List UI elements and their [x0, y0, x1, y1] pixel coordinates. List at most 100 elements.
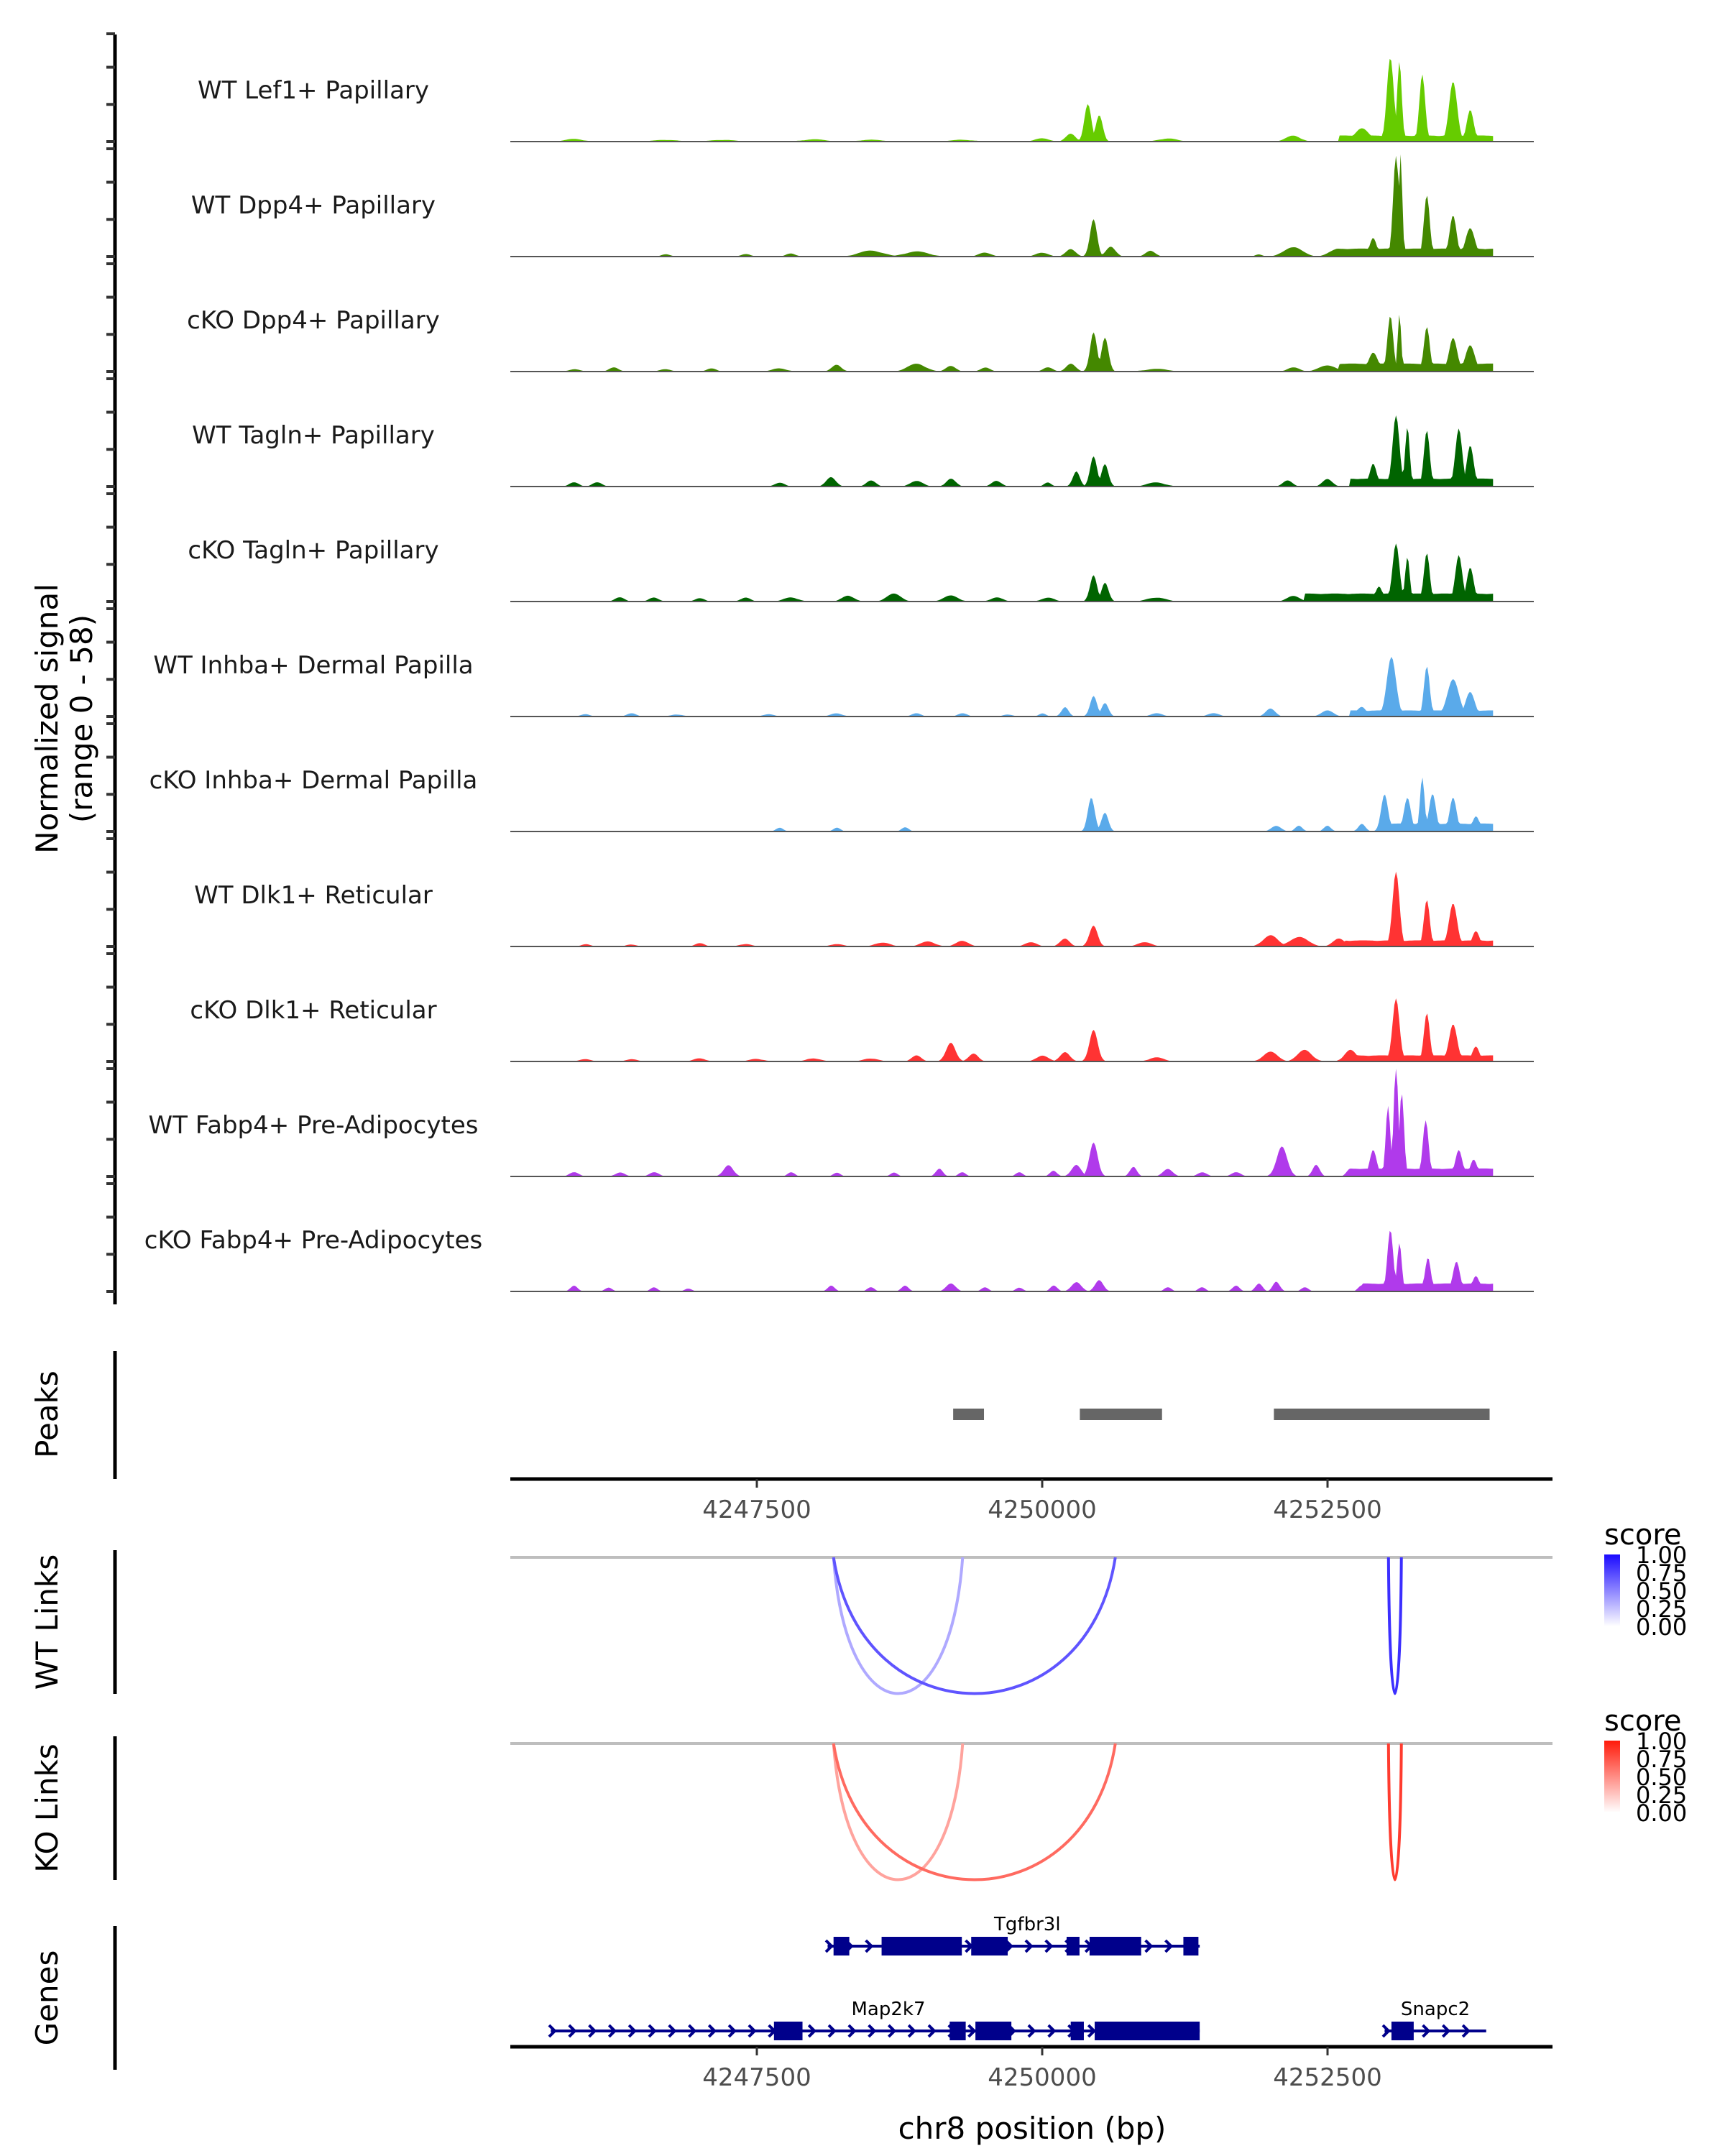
x-axis-bottom: 4247500 4250000 4252500	[510, 2045, 1552, 2092]
coverage-track: WT Tagln+ Papillary	[192, 415, 1534, 487]
coverage-area	[553, 58, 1494, 142]
coverage-track: cKO Fabp4+ Pre-Adipocytes	[144, 1226, 1534, 1292]
gene: Map2k7	[548, 1999, 1200, 2040]
strand-arrow-icon	[688, 2024, 697, 2038]
coverage-tracks: WT Lef1+ Papillary WT Dpp4+ Papillary cKO …	[144, 58, 1534, 1292]
strand-arrow-icon	[847, 2024, 857, 2038]
strand-arrow-icon	[927, 2024, 937, 2038]
strand-arrow-icon	[827, 2024, 837, 2038]
strand-arrow-icon	[824, 1939, 834, 1953]
strand-arrow-icon	[1441, 2024, 1451, 2038]
x-axis-top: 4247500 4250000 4252500	[510, 1477, 1552, 1524]
track-label: WT Inhba+ Dermal Papilla	[153, 651, 473, 680]
peaks-track: Peaks	[29, 1351, 1490, 1479]
x-axis-top-tick-label: 4252500	[1273, 1496, 1381, 1524]
x-axis-bottom-tick-label: 4250000	[988, 2063, 1096, 2092]
legend-tick-label: 0.25	[1636, 1595, 1687, 1623]
track-label: WT Tagln+ Papillary	[192, 421, 435, 450]
strand-arrow-icon	[588, 2024, 597, 2038]
strand-arrow-icon	[1164, 1939, 1174, 1953]
link-arc	[832, 1743, 1117, 1881]
strand-arrow-icon	[1044, 1939, 1054, 1953]
links-track-label: KO Links	[29, 1743, 65, 1873]
coverage-area	[553, 657, 1494, 717]
legend-tick-label: 0.75	[1636, 1746, 1687, 1773]
coverage-area	[553, 998, 1494, 1061]
track-label: WT Lef1+ Papillary	[198, 76, 429, 105]
coverage-area	[553, 1069, 1494, 1176]
gene-label: Map2k7	[851, 1999, 925, 2020]
track-label: cKO Fabp4+ Pre-Adipocytes	[144, 1226, 483, 1255]
legend-title: score	[1604, 1519, 1681, 1552]
strand-arrow-icon	[727, 2024, 737, 2038]
strand-arrow-icon	[568, 2024, 577, 2038]
gene-exon	[1095, 2022, 1200, 2040]
track-label: WT Fabp4+ Pre-Adipocytes	[149, 1111, 479, 1140]
strand-arrow-icon	[607, 2024, 617, 2038]
x-axis-top-tick-label: 4250000	[988, 1496, 1096, 1524]
coverage-y-axis-label-range: (range 0 - 58)	[64, 614, 99, 823]
legend-tick-label: 0.50	[1636, 1577, 1687, 1605]
strand-arrow-icon	[1381, 2024, 1391, 2038]
strand-arrow-icon	[1024, 1939, 1034, 1953]
gene: Snapc2	[1381, 1999, 1486, 2040]
gene-exon	[1089, 1937, 1141, 1955]
coverage-track: WT Inhba+ Dermal Papilla	[153, 651, 1534, 717]
gene-label: Tgfbr3l	[993, 1914, 1061, 1935]
peak-region	[1080, 1409, 1162, 1420]
legend-tick-label: 0.00	[1636, 1613, 1687, 1641]
strand-arrow-icon	[648, 2024, 657, 2038]
link-arc	[832, 1557, 965, 1695]
track-label: cKO Tagln+ Papillary	[188, 536, 438, 565]
strand-arrow-icon	[668, 2024, 677, 2038]
genes-track: Genes Tgfbr3l Map2k7 Snapc2	[29, 1914, 1486, 2070]
gene-exon	[881, 1937, 962, 1955]
strand-arrow-icon	[548, 2024, 557, 2038]
gene-exon	[1391, 2022, 1414, 2040]
x-axis-title: chr8 position (bp)	[898, 2111, 1167, 2146]
track-label: cKO Dlk1+ Reticular	[190, 996, 436, 1025]
coverage-track: WT Dlk1+ Reticular	[194, 871, 1534, 947]
x-axis-top-tick-label: 4247500	[702, 1496, 811, 1524]
gene-exon	[949, 2022, 966, 2040]
gene-exon	[975, 2022, 1012, 2040]
legend-colorbar	[1604, 1741, 1620, 1812]
links-track-label: WT Links	[29, 1554, 65, 1690]
coverage-track: cKO Tagln+ Papillary	[188, 536, 1534, 602]
strand-arrow-icon	[707, 2024, 717, 2038]
strand-arrow-icon	[748, 2024, 757, 2038]
coverage-area	[553, 778, 1494, 831]
coverage-track: WT Lef1+ Papillary	[198, 58, 1534, 142]
track-label: cKO Dpp4+ Papillary	[187, 306, 440, 335]
coverage-track: cKO Dlk1+ Reticular	[190, 996, 1534, 1062]
coverage-area	[553, 1230, 1494, 1291]
x-axis-bottom-tick-label: 4252500	[1273, 2063, 1381, 2092]
coverage-area	[553, 154, 1494, 257]
strand-arrow-icon	[1027, 2024, 1036, 2038]
strand-arrow-icon	[868, 2024, 877, 2038]
strand-arrow-icon	[865, 1939, 874, 1953]
legend-tick-label: 1.00	[1636, 1728, 1687, 1755]
strand-arrow-icon	[907, 2024, 916, 2038]
strand-arrow-icon	[807, 2024, 817, 2038]
strand-arrow-icon	[1047, 2024, 1057, 2038]
strand-arrow-icon	[1422, 2024, 1431, 2038]
coverage-track: WT Dpp4+ Papillary	[191, 154, 1534, 257]
gene-exon	[1183, 1937, 1199, 1955]
link-arc	[1386, 1557, 1403, 1695]
strand-arrow-icon	[1461, 2024, 1471, 2038]
legend-tick-label: 0.00	[1636, 1800, 1687, 1827]
coverage-area	[553, 871, 1494, 946]
coverage-area	[553, 315, 1494, 372]
x-axis-bottom-tick-label: 4247500	[702, 2063, 811, 2092]
track-label: WT Dpp4+ Papillary	[191, 191, 436, 220]
coverage-area	[553, 543, 1494, 602]
track-label: cKO Inhba+ Dermal Papilla	[150, 766, 478, 795]
strand-arrow-icon	[967, 2024, 977, 2038]
coverage-track: cKO Inhba+ Dermal Papilla	[150, 766, 1534, 832]
peaks-track-label: Peaks	[29, 1370, 65, 1458]
peak-region	[1274, 1409, 1490, 1420]
